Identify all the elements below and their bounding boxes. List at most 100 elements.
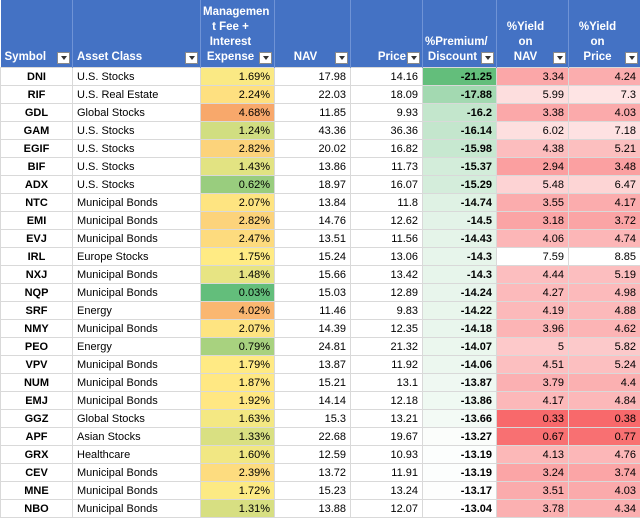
asset-class-cell[interactable]: Municipal Bonds: [73, 266, 201, 284]
premium-cell[interactable]: -13.86: [423, 392, 497, 410]
symbol-cell[interactable]: NXJ: [1, 266, 73, 284]
column-header-nav[interactable]: NAV: [275, 0, 351, 68]
symbol-cell[interactable]: GAM: [1, 122, 73, 140]
price-cell[interactable]: 10.93: [351, 446, 423, 464]
column-header-yield-on-price[interactable]: %Yield on Price: [569, 0, 640, 68]
column-header-symbol[interactable]: Symbol: [1, 0, 73, 68]
nav-cell[interactable]: 17.98: [275, 68, 351, 86]
nav-cell[interactable]: 22.68: [275, 428, 351, 446]
yield-price-cell[interactable]: 4.24: [569, 68, 640, 86]
nav-cell[interactable]: 13.72: [275, 464, 351, 482]
asset-class-cell[interactable]: Municipal Bonds: [73, 500, 201, 518]
asset-class-cell[interactable]: U.S. Stocks: [73, 158, 201, 176]
premium-cell[interactable]: -14.74: [423, 194, 497, 212]
price-cell[interactable]: 19.67: [351, 428, 423, 446]
fee-cell[interactable]: 4.68%: [201, 104, 275, 122]
yield-price-cell[interactable]: 4.84: [569, 392, 640, 410]
price-cell[interactable]: 13.1: [351, 374, 423, 392]
asset-class-cell[interactable]: Global Stocks: [73, 410, 201, 428]
price-cell[interactable]: 12.62: [351, 212, 423, 230]
price-cell[interactable]: 11.8: [351, 194, 423, 212]
symbol-cell[interactable]: DNI: [1, 68, 73, 86]
asset-class-cell[interactable]: Municipal Bonds: [73, 194, 201, 212]
column-header-asset-class[interactable]: Asset Class: [73, 0, 201, 68]
fee-cell[interactable]: 1.43%: [201, 158, 275, 176]
premium-cell[interactable]: -14.43: [423, 230, 497, 248]
yield-price-cell[interactable]: 4.34: [569, 500, 640, 518]
nav-cell[interactable]: 11.46: [275, 302, 351, 320]
fee-cell[interactable]: 2.82%: [201, 212, 275, 230]
price-cell[interactable]: 12.89: [351, 284, 423, 302]
fee-cell[interactable]: 0.79%: [201, 338, 275, 356]
price-cell[interactable]: 11.56: [351, 230, 423, 248]
yield-price-cell[interactable]: 6.47: [569, 176, 640, 194]
price-cell[interactable]: 36.36: [351, 122, 423, 140]
asset-class-cell[interactable]: Energy: [73, 338, 201, 356]
yield-nav-cell[interactable]: 2.94: [497, 158, 569, 176]
nav-cell[interactable]: 13.87: [275, 356, 351, 374]
premium-cell[interactable]: -13.19: [423, 446, 497, 464]
nav-cell[interactable]: 13.86: [275, 158, 351, 176]
yield-price-cell[interactable]: 5.19: [569, 266, 640, 284]
symbol-cell[interactable]: ADX: [1, 176, 73, 194]
yield-price-cell[interactable]: 4.17: [569, 194, 640, 212]
premium-cell[interactable]: -14.06: [423, 356, 497, 374]
premium-cell[interactable]: -14.5: [423, 212, 497, 230]
premium-cell[interactable]: -17.88: [423, 86, 497, 104]
premium-cell[interactable]: -15.98: [423, 140, 497, 158]
nav-cell[interactable]: 15.21: [275, 374, 351, 392]
nav-cell[interactable]: 22.03: [275, 86, 351, 104]
asset-class-cell[interactable]: Municipal Bonds: [73, 374, 201, 392]
fee-cell[interactable]: 4.02%: [201, 302, 275, 320]
yield-nav-cell[interactable]: 3.38: [497, 104, 569, 122]
yield-price-cell[interactable]: 5.21: [569, 140, 640, 158]
premium-cell[interactable]: -13.19: [423, 464, 497, 482]
symbol-cell[interactable]: NTC: [1, 194, 73, 212]
asset-class-cell[interactable]: U.S. Stocks: [73, 122, 201, 140]
yield-price-cell[interactable]: 3.72: [569, 212, 640, 230]
symbol-cell[interactable]: VPV: [1, 356, 73, 374]
premium-cell[interactable]: -14.24: [423, 284, 497, 302]
price-cell[interactable]: 9.93: [351, 104, 423, 122]
nav-cell[interactable]: 15.23: [275, 482, 351, 500]
yield-nav-cell[interactable]: 4.19: [497, 302, 569, 320]
yield-price-cell[interactable]: 4.62: [569, 320, 640, 338]
nav-cell[interactable]: 15.03: [275, 284, 351, 302]
yield-nav-cell[interactable]: 0.67: [497, 428, 569, 446]
yield-price-cell[interactable]: 5.82: [569, 338, 640, 356]
fee-cell[interactable]: 2.07%: [201, 320, 275, 338]
symbol-cell[interactable]: GRX: [1, 446, 73, 464]
price-cell[interactable]: 12.18: [351, 392, 423, 410]
yield-price-cell[interactable]: 4.74: [569, 230, 640, 248]
asset-class-cell[interactable]: Healthcare: [73, 446, 201, 464]
price-cell[interactable]: 12.35: [351, 320, 423, 338]
symbol-cell[interactable]: APF: [1, 428, 73, 446]
asset-class-cell[interactable]: Europe Stocks: [73, 248, 201, 266]
yield-price-cell[interactable]: 7.18: [569, 122, 640, 140]
symbol-cell[interactable]: EVJ: [1, 230, 73, 248]
filter-dropdown-icon[interactable]: [57, 52, 70, 64]
asset-class-cell[interactable]: Municipal Bonds: [73, 320, 201, 338]
price-cell[interactable]: 13.21: [351, 410, 423, 428]
filter-dropdown-icon[interactable]: [335, 52, 348, 64]
premium-cell[interactable]: -15.37: [423, 158, 497, 176]
price-cell[interactable]: 21.32: [351, 338, 423, 356]
yield-nav-cell[interactable]: 4.44: [497, 266, 569, 284]
asset-class-cell[interactable]: Municipal Bonds: [73, 464, 201, 482]
symbol-cell[interactable]: NQP: [1, 284, 73, 302]
symbol-cell[interactable]: EGIF: [1, 140, 73, 158]
fee-cell[interactable]: 1.79%: [201, 356, 275, 374]
yield-nav-cell[interactable]: 3.18: [497, 212, 569, 230]
yield-nav-cell[interactable]: 3.96: [497, 320, 569, 338]
nav-cell[interactable]: 11.85: [275, 104, 351, 122]
yield-nav-cell[interactable]: 4.38: [497, 140, 569, 158]
yield-nav-cell[interactable]: 5: [497, 338, 569, 356]
asset-class-cell[interactable]: U.S. Stocks: [73, 140, 201, 158]
premium-cell[interactable]: -13.04: [423, 500, 497, 518]
premium-cell[interactable]: -14.07: [423, 338, 497, 356]
yield-nav-cell[interactable]: 5.48: [497, 176, 569, 194]
yield-price-cell[interactable]: 0.38: [569, 410, 640, 428]
yield-price-cell[interactable]: 5.24: [569, 356, 640, 374]
yield-price-cell[interactable]: 7.3: [569, 86, 640, 104]
asset-class-cell[interactable]: Global Stocks: [73, 104, 201, 122]
